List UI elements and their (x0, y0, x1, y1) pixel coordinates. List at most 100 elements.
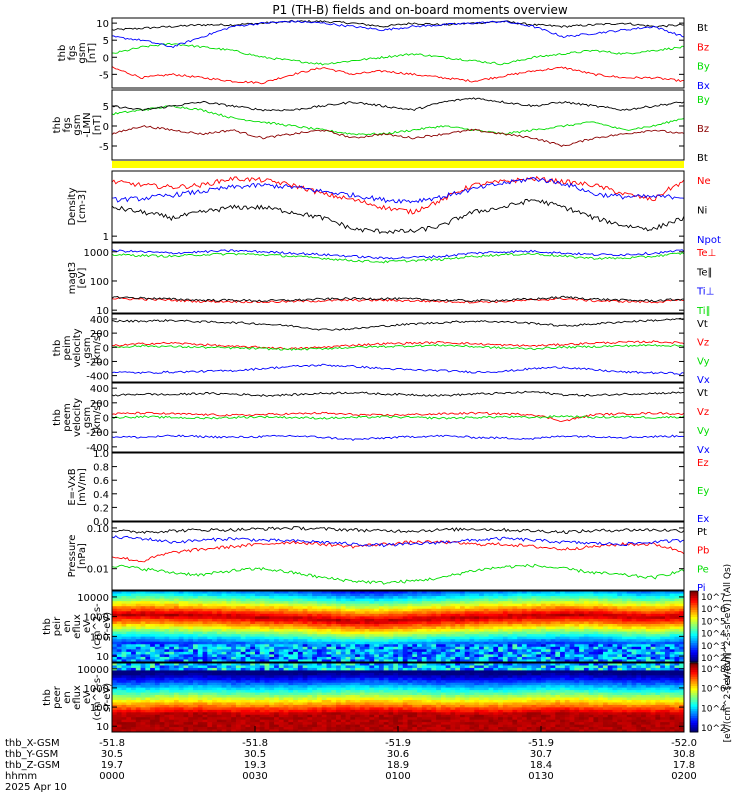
heatmap-cell (331, 618, 337, 622)
heatmap-cell (498, 634, 504, 638)
heatmap-cell (221, 714, 227, 718)
heatmap-cell (259, 665, 265, 669)
heatmap-cell (541, 596, 547, 600)
heatmap-cell (579, 608, 585, 612)
heatmap-cell (283, 601, 289, 605)
heatmap-cell (331, 598, 337, 602)
heatmap-cell (331, 616, 337, 620)
heatmap-cell (574, 618, 580, 622)
heatmap-cell (340, 707, 346, 711)
heatmap-cell (288, 712, 294, 716)
heatmap-cell (340, 656, 346, 660)
heatmap-cell (393, 641, 399, 645)
heatmap-cell (178, 727, 184, 730)
heatmap-cell (626, 608, 632, 612)
y-tick-label: -400 (86, 443, 109, 454)
heatmap-cell (483, 641, 489, 645)
heatmap-cell (278, 593, 284, 597)
heatmap-cell (188, 704, 194, 708)
heatmap-cell (297, 618, 304, 622)
heatmap-cell (226, 677, 232, 681)
heatmap-cell (274, 646, 280, 650)
heatmap-cell (116, 675, 122, 679)
heatmap-cell (479, 636, 485, 640)
heatmap-cell (645, 603, 652, 607)
heatmap-cell (112, 656, 118, 660)
heatmap-cell (302, 729, 308, 733)
heatmap-cell (340, 651, 346, 655)
heatmap-cell (588, 618, 594, 622)
heatmap-cell (193, 603, 199, 607)
heatmap-cell (398, 603, 404, 607)
heatmap-cell (193, 707, 199, 711)
heatmap-cell (369, 608, 375, 612)
heatmap-cell (636, 596, 642, 600)
heatmap-cell (431, 641, 437, 645)
heatmap-cell (602, 654, 609, 658)
heatmap-cell (545, 626, 551, 630)
heatmap-cell (369, 651, 375, 655)
heatmap-cell (579, 649, 585, 653)
heatmap-cell (664, 636, 671, 640)
heatmap-cell (316, 695, 323, 698)
heatmap-cell (326, 677, 332, 681)
heatmap-cell (512, 603, 518, 607)
heatmap-cell (245, 665, 251, 669)
heatmap-cell (498, 618, 504, 622)
heatmap-cell (526, 634, 532, 638)
heatmap-cell (436, 611, 442, 615)
heatmap-cell (183, 690, 189, 693)
heatmap-cell (583, 656, 590, 660)
heatmap-cell (555, 616, 561, 620)
heatmap-cell (545, 618, 551, 622)
heatmap-cell (326, 724, 332, 728)
heatmap-cell (593, 613, 599, 617)
heatmap-cell (116, 621, 122, 625)
heatmap-cell (202, 667, 208, 671)
heatmap-cell (583, 631, 590, 635)
heatmap-cell (455, 641, 461, 645)
heatmap-cell (655, 603, 661, 607)
heatmap-cell (321, 606, 327, 610)
heatmap-cell (245, 722, 251, 725)
heatmap-cell (316, 603, 323, 607)
heatmap-cell (316, 729, 323, 733)
heatmap-cell (388, 611, 394, 615)
heatmap-cell (622, 606, 628, 610)
heatmap-cell (255, 692, 261, 696)
heatmap-cell (302, 626, 308, 630)
heatmap-cell (269, 631, 275, 635)
heatmap-cell (641, 623, 647, 627)
heatmap-cell (131, 596, 137, 600)
heatmap-cell (350, 603, 356, 607)
heatmap-cell (541, 593, 547, 597)
heatmap-cell (636, 598, 642, 602)
heatmap-cell (636, 651, 642, 655)
heatmap-cell (297, 631, 304, 635)
heatmap-cell (407, 654, 413, 658)
heatmap-cell (178, 596, 184, 600)
heatmap-cell (331, 649, 337, 653)
heatmap-cell (216, 598, 223, 602)
heatmap-cell (121, 639, 127, 643)
heatmap-cell (579, 634, 585, 638)
heatmap-cell (617, 646, 623, 650)
heatmap-cell (302, 659, 308, 663)
heatmap-cell (326, 593, 332, 597)
heatmap-cell (593, 598, 599, 602)
heatmap-cell (545, 636, 551, 640)
heatmap-cell (116, 629, 122, 632)
heatmap-cell (359, 601, 366, 605)
heatmap-cell (293, 722, 299, 725)
heatmap-cell (622, 603, 628, 607)
heatmap-cell (378, 606, 385, 610)
heatmap-cell (641, 606, 647, 610)
heatmap-cell (135, 613, 141, 617)
heatmap-cell (464, 626, 470, 630)
heatmap-cell (126, 646, 132, 650)
heatmap-cell (364, 644, 370, 648)
heatmap-cell (502, 646, 509, 650)
heatmap-cell (564, 649, 570, 653)
heatmap-cell (321, 654, 327, 658)
heatmap-cell (307, 677, 313, 681)
